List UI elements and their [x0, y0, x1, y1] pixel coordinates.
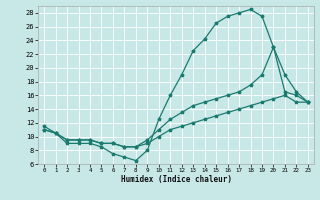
X-axis label: Humidex (Indice chaleur): Humidex (Indice chaleur): [121, 175, 231, 184]
